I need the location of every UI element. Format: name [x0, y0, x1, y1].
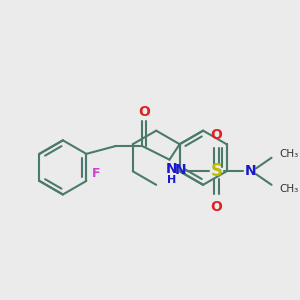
Text: S: S — [210, 162, 222, 180]
Text: O: O — [138, 105, 150, 119]
Text: CH₃: CH₃ — [279, 184, 298, 194]
Text: H: H — [167, 175, 176, 185]
Text: CH₃: CH₃ — [279, 149, 298, 159]
Text: N: N — [244, 164, 256, 178]
Text: F: F — [92, 167, 100, 180]
Text: N: N — [166, 162, 177, 176]
Text: O: O — [211, 200, 222, 214]
Text: O: O — [211, 128, 222, 142]
Text: N: N — [175, 163, 186, 177]
